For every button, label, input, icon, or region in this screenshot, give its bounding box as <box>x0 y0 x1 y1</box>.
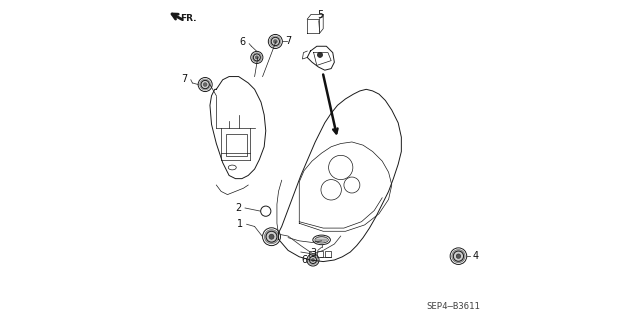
Circle shape <box>273 40 277 43</box>
Text: 6: 6 <box>301 255 308 265</box>
Text: 7: 7 <box>181 74 188 84</box>
Circle shape <box>201 80 209 89</box>
Text: FR.: FR. <box>180 14 196 23</box>
Circle shape <box>269 234 274 239</box>
Text: 1: 1 <box>237 219 243 229</box>
Circle shape <box>255 56 259 59</box>
Circle shape <box>269 36 281 47</box>
Circle shape <box>266 231 277 242</box>
Circle shape <box>308 255 318 265</box>
Text: 4: 4 <box>472 251 479 261</box>
Circle shape <box>253 54 260 61</box>
Circle shape <box>200 79 211 90</box>
Circle shape <box>252 53 262 62</box>
Circle shape <box>317 52 323 57</box>
Text: SEP4–B3611: SEP4–B3611 <box>427 302 481 311</box>
Text: 6: 6 <box>240 37 246 48</box>
Circle shape <box>312 258 315 262</box>
Text: 2: 2 <box>235 203 241 213</box>
Text: 3: 3 <box>310 248 316 258</box>
Circle shape <box>452 249 465 263</box>
Circle shape <box>264 230 278 244</box>
Text: 5: 5 <box>317 10 323 20</box>
Circle shape <box>456 254 461 258</box>
Circle shape <box>204 83 207 86</box>
Circle shape <box>453 251 463 261</box>
Text: 7: 7 <box>285 35 292 46</box>
Circle shape <box>310 256 317 263</box>
Circle shape <box>271 37 280 46</box>
